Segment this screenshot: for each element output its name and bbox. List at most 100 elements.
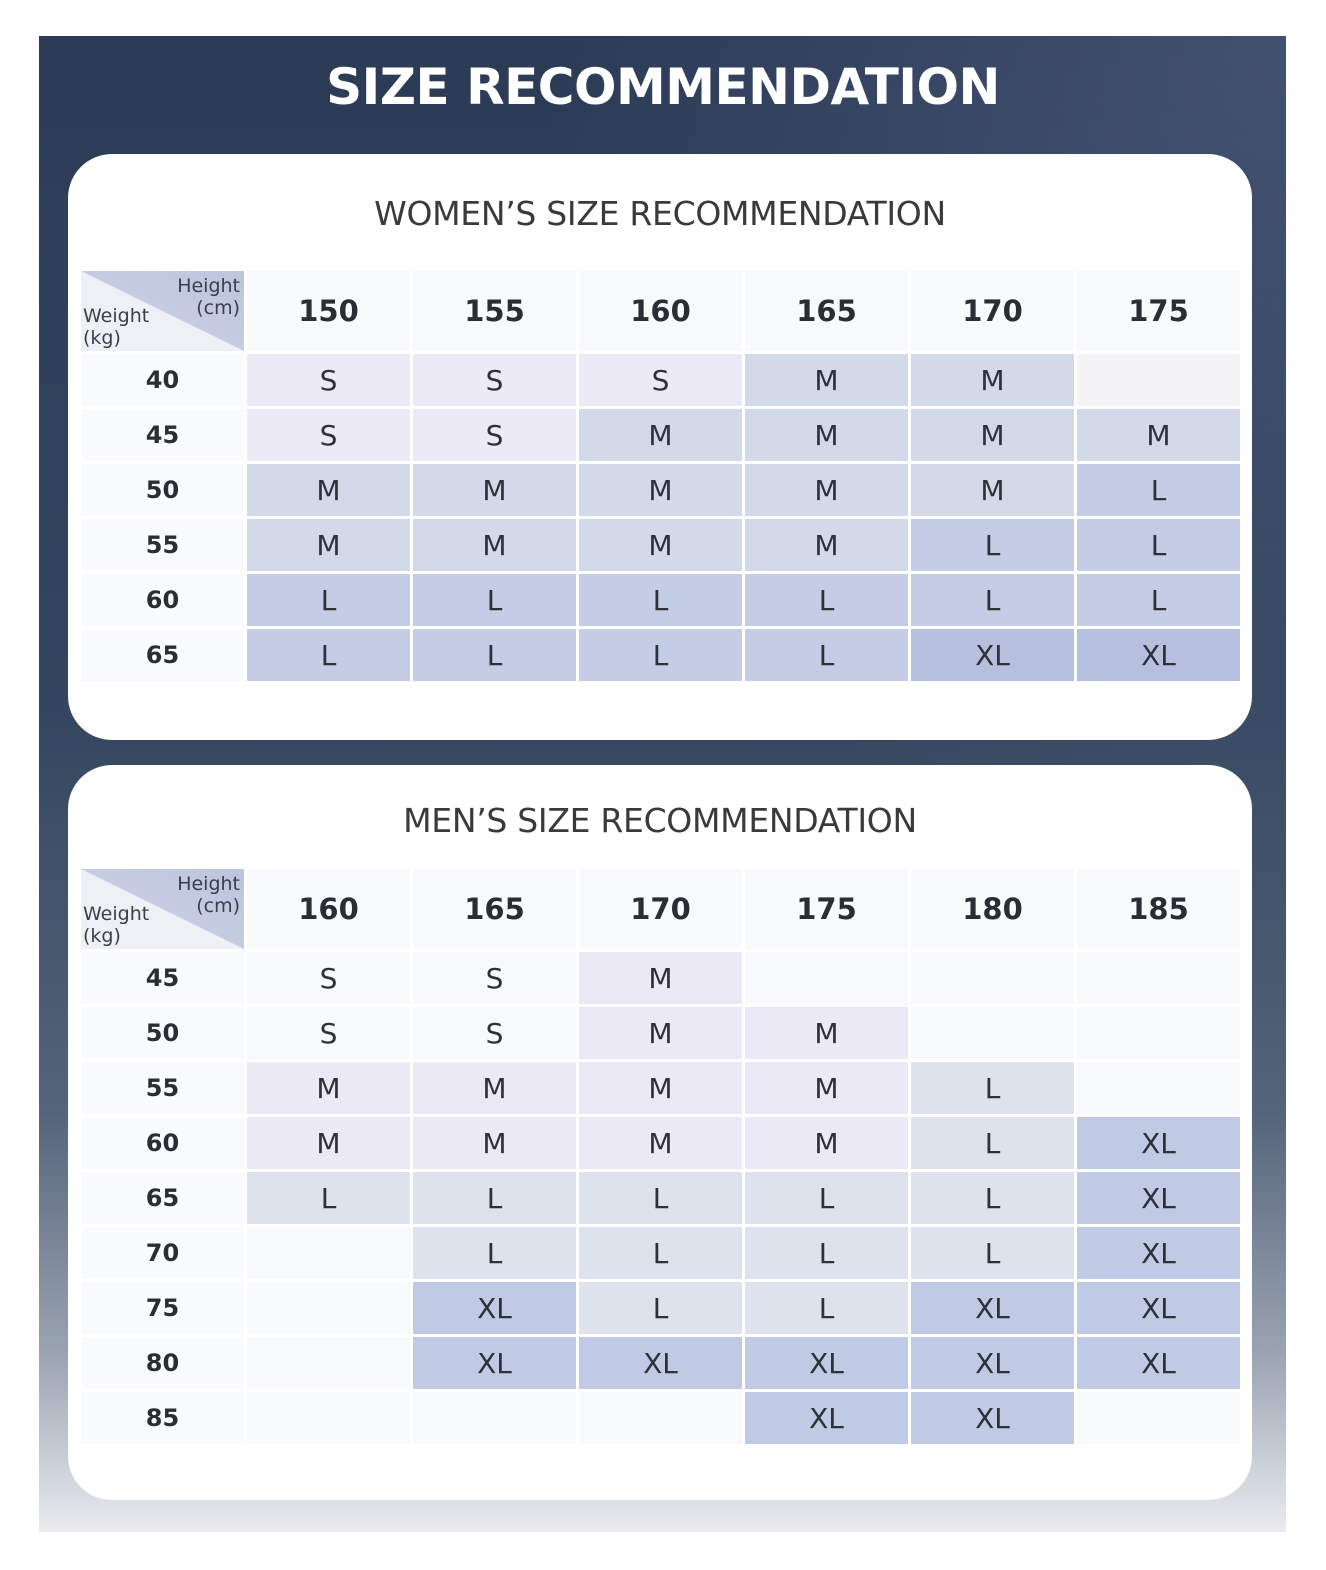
height-column-header: 170 [579, 869, 742, 949]
size-cell: L [745, 1172, 908, 1224]
weight-row-header: 85 [81, 1392, 244, 1444]
size-cell: L [745, 574, 908, 626]
size-cell: L [1077, 464, 1240, 516]
women-corner-header: Height (cm) Weight (kg) [81, 271, 244, 351]
weight-row-header: 45 [81, 952, 244, 1004]
size-cell: XL [1077, 629, 1240, 681]
size-cell [247, 1392, 410, 1444]
size-cell: S [247, 409, 410, 461]
size-cell [745, 952, 908, 1004]
size-cell: S [247, 952, 410, 1004]
size-cell: L [413, 1172, 576, 1224]
size-cell: L [1077, 574, 1240, 626]
size-cell: M [745, 1117, 908, 1169]
height-column-header: 175 [745, 869, 908, 949]
size-cell: M [579, 519, 742, 571]
size-cell [911, 1007, 1074, 1059]
weight-row-header: 50 [81, 1007, 244, 1059]
size-cell: L [1077, 519, 1240, 571]
weight-row-header: 55 [81, 519, 244, 571]
size-cell: S [413, 409, 576, 461]
size-cell: S [247, 1007, 410, 1059]
size-cell: M [745, 409, 908, 461]
height-column-header: 170 [911, 271, 1074, 351]
weight-unit-label: (kg) [83, 925, 121, 947]
size-cell: L [247, 574, 410, 626]
men-size-card: MEN’S SIZE RECOMMENDATION Height (cm) Weig… [68, 765, 1252, 1500]
height-column-header: 180 [911, 869, 1074, 949]
size-cell: L [579, 1227, 742, 1279]
height-label: Height [177, 873, 240, 895]
size-cell [1077, 1062, 1240, 1114]
weight-row-header: 65 [81, 629, 244, 681]
size-cell: M [745, 1062, 908, 1114]
size-cell: M [579, 952, 742, 1004]
size-cell: L [413, 629, 576, 681]
men-size-table: Height (cm) Weight (kg) 160 165 170 175 180 185 45… [81, 869, 1240, 1444]
size-cell: XL [1077, 1337, 1240, 1389]
size-cell [247, 1282, 410, 1334]
size-cell [247, 1227, 410, 1279]
weight-label: Weight [83, 305, 150, 327]
size-cell [247, 1337, 410, 1389]
weight-row-header: 60 [81, 1117, 244, 1169]
size-cell [1077, 1007, 1240, 1059]
height-unit-label: (cm) [196, 297, 240, 319]
size-cell: L [911, 1227, 1074, 1279]
height-column-header: 165 [413, 869, 576, 949]
women-size-table: Height (cm) Weight (kg) 150 155 160 165 170 175 40… [81, 271, 1240, 681]
size-cell [1077, 952, 1240, 1004]
size-cell [579, 1392, 742, 1444]
size-cell: M [247, 519, 410, 571]
size-cell: XL [1077, 1282, 1240, 1334]
size-cell: M [413, 519, 576, 571]
men-corner-header: Height (cm) Weight (kg) [81, 869, 244, 949]
weight-row-header: 75 [81, 1282, 244, 1334]
size-cell: L [579, 1172, 742, 1224]
size-cell: L [911, 1117, 1074, 1169]
weight-label: Weight [83, 903, 150, 925]
size-cell: L [413, 1227, 576, 1279]
height-unit-label: (cm) [196, 895, 240, 917]
weight-axis-label: Weight (kg) [83, 903, 149, 947]
size-cell: L [745, 1282, 908, 1334]
size-cell: M [745, 519, 908, 571]
height-axis-label: Height (cm) [177, 275, 240, 319]
size-cell: XL [413, 1337, 576, 1389]
page-title: SIZE RECOMMENDATION [326, 58, 1000, 116]
size-cell: M [911, 354, 1074, 406]
height-column-header: 155 [413, 271, 576, 351]
size-cell: M [247, 1117, 410, 1169]
size-cell: M [579, 1117, 742, 1169]
size-cell: M [911, 409, 1074, 461]
height-axis-label: Height (cm) [177, 873, 240, 917]
size-cell: L [911, 1062, 1074, 1114]
size-cell: M [911, 464, 1074, 516]
weight-row-header: 65 [81, 1172, 244, 1224]
size-cell: M [1077, 409, 1240, 461]
size-cell: M [579, 1062, 742, 1114]
size-cell: XL [413, 1282, 576, 1334]
weight-row-header: 80 [81, 1337, 244, 1389]
weight-row-header: 60 [81, 574, 244, 626]
size-cell [911, 952, 1074, 1004]
size-cell: XL [911, 1392, 1074, 1444]
size-cell: L [911, 519, 1074, 571]
size-cell: L [247, 629, 410, 681]
size-cell: M [413, 1062, 576, 1114]
height-column-header: 165 [745, 271, 908, 351]
size-cell: L [745, 629, 908, 681]
size-cell [1077, 1392, 1240, 1444]
size-cell: M [579, 409, 742, 461]
size-cell: S [413, 354, 576, 406]
size-cell: M [413, 464, 576, 516]
size-cell: L [413, 574, 576, 626]
size-cell: XL [911, 629, 1074, 681]
size-cell: S [413, 952, 576, 1004]
weight-axis-label: Weight (kg) [83, 305, 149, 349]
size-cell: XL [911, 1282, 1074, 1334]
weight-row-header: 70 [81, 1227, 244, 1279]
height-column-header: 160 [247, 869, 410, 949]
height-column-header: 150 [247, 271, 410, 351]
size-cell: M [413, 1117, 576, 1169]
